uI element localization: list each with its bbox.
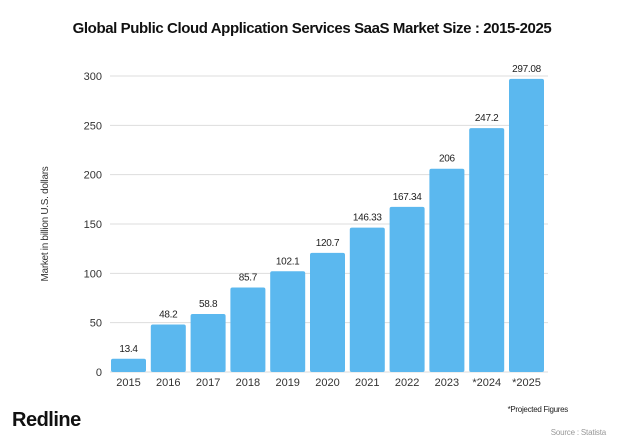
bar <box>150 324 186 372</box>
x-tick-label: 2022 <box>395 377 419 389</box>
y-tick-label: 150 <box>84 219 102 231</box>
data-label: 146.33 <box>353 213 383 224</box>
data-label: 167.34 <box>393 192 423 203</box>
x-tick-label: *2024 <box>472 377 501 389</box>
bars <box>111 78 544 372</box>
data-label: 206 <box>439 154 456 165</box>
source-text: Source : Statista <box>550 428 606 437</box>
data-labels: 13.4 48.2 58.8 85.7 102.1 120.7 146.33 167.34 20… <box>119 64 542 355</box>
y-tick-label: 300 <box>84 71 102 83</box>
bar <box>429 168 465 372</box>
data-label: 48.2 <box>159 309 178 320</box>
y-tick-label: 250 <box>84 120 102 132</box>
data-label: 58.8 <box>199 299 218 310</box>
redline-logo: Redline <box>12 409 81 431</box>
y-axis-ticks: 0 50 100 150 200 250 300 <box>84 71 102 379</box>
bar <box>230 287 266 372</box>
data-label: 247.2 <box>475 113 499 124</box>
bar <box>190 313 226 372</box>
y-axis-label: Market in billion U.S. dollars <box>40 166 51 281</box>
x-tick-label: 2017 <box>196 377 220 389</box>
data-label: 13.4 <box>119 344 138 355</box>
bar <box>389 206 425 372</box>
bar <box>310 252 345 372</box>
bar <box>349 227 385 372</box>
x-tick-label: *2025 <box>512 377 541 389</box>
data-label: 297.08 <box>512 64 542 75</box>
data-label: 102.1 <box>276 256 300 267</box>
y-tick-label: 0 <box>96 367 102 379</box>
x-tick-label: 2021 <box>355 377 379 389</box>
x-tick-label: 2020 <box>315 377 339 389</box>
y-tick-label: 200 <box>84 170 102 182</box>
x-tick-label: 2023 <box>435 377 459 389</box>
data-label: 85.7 <box>239 272 258 283</box>
bar <box>111 358 146 372</box>
bar <box>270 271 306 372</box>
x-tick-label: 2016 <box>156 377 180 389</box>
bar <box>509 78 544 372</box>
y-tick-label: 100 <box>84 268 102 280</box>
x-tick-label: 2019 <box>275 377 299 389</box>
x-tick-label: 2015 <box>116 377 140 389</box>
x-axis-ticks: 2015 2016 2017 2018 2019 2020 2021 2022 2023 *202… <box>116 377 541 389</box>
chart-title: Global Public Cloud Application Services… <box>72 20 552 37</box>
data-label: 120.7 <box>316 238 340 249</box>
bar <box>469 128 505 372</box>
x-tick-label: 2018 <box>236 377 260 389</box>
projected-note: *Projected Figures <box>507 405 569 414</box>
y-tick-label: 50 <box>90 318 102 330</box>
